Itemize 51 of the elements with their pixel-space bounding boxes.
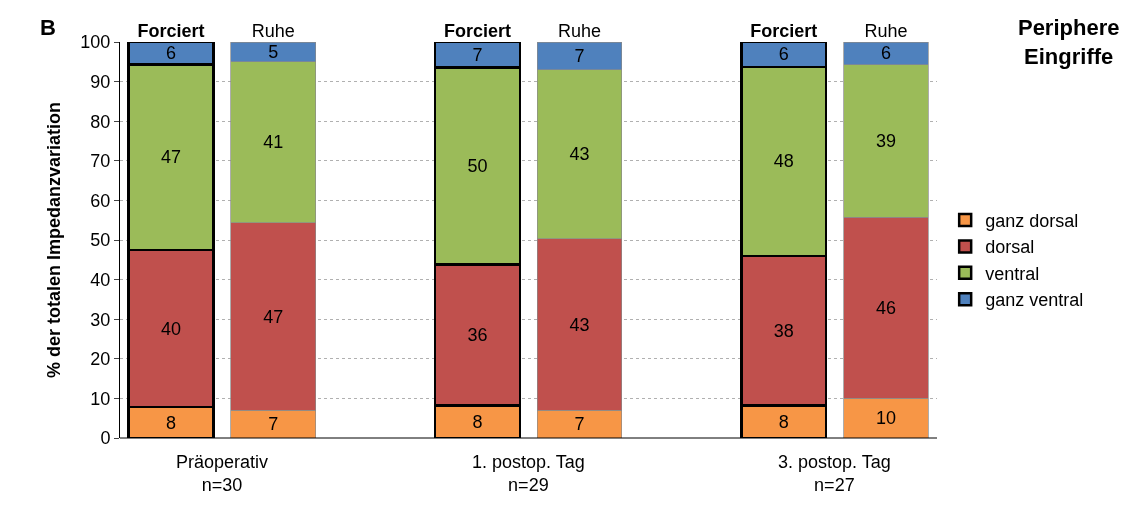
data-label: 43 xyxy=(569,314,590,335)
data-label: 47 xyxy=(161,147,182,168)
text: 3. postop. Tag n=27 xyxy=(778,452,891,496)
data-label: 6 xyxy=(880,43,891,64)
data-label: 8 xyxy=(166,412,177,433)
data-label: 36 xyxy=(467,325,488,346)
text: B xyxy=(40,15,56,40)
x-tick-label: Forciert xyxy=(443,21,511,42)
data-label: 7 xyxy=(472,44,483,65)
text: Präoperativ n=30 xyxy=(176,452,269,496)
data-label: 6 xyxy=(166,43,177,64)
x-tick-label: Forciert xyxy=(137,21,205,42)
data-label: 41 xyxy=(263,132,284,153)
data-label: 40 xyxy=(161,318,182,339)
legend-label: ganz dorsal xyxy=(985,211,1079,232)
y-tick-label: 10 xyxy=(90,388,111,409)
y-tick-label: 50 xyxy=(90,230,111,251)
y-tick-label: 20 xyxy=(90,349,111,370)
y-tick-label: 0 xyxy=(100,428,111,449)
y-tick-label: 40 xyxy=(90,269,111,290)
y-tick-label: 70 xyxy=(90,151,111,172)
x-tick-label: Forciert xyxy=(750,21,818,42)
data-label: 8 xyxy=(472,411,483,432)
y-axis-title: % der totalen Impedanzvariation xyxy=(43,101,64,379)
data-label: 5 xyxy=(268,41,279,62)
x-tick-label: Ruhe xyxy=(558,21,602,42)
y-tick-label: 80 xyxy=(90,111,111,132)
x-tick-label: Ruhe xyxy=(251,21,295,42)
data-label: 50 xyxy=(467,156,488,177)
data-label: 7 xyxy=(574,45,585,66)
data-label: 43 xyxy=(569,144,590,165)
y-tick-label: 60 xyxy=(90,190,111,211)
legend-label: dorsal xyxy=(985,237,1035,258)
data-label: 48 xyxy=(773,151,794,172)
data-label: 39 xyxy=(875,131,896,151)
legend-label: ventral xyxy=(985,263,1040,284)
y-tick-label: 90 xyxy=(90,71,111,92)
data-label: 38 xyxy=(773,320,794,341)
y-tick-label: 100 xyxy=(80,32,111,53)
data-label: 46 xyxy=(875,297,896,318)
data-label: 6 xyxy=(778,44,789,65)
data-label: 7 xyxy=(574,414,585,435)
data-label: 10 xyxy=(875,408,896,429)
data-label: 8 xyxy=(778,411,789,432)
text: Periphere Eingriffe xyxy=(1017,15,1120,70)
x-tick-label: Ruhe xyxy=(864,21,908,42)
legend-label: ganz ventral xyxy=(985,290,1084,311)
text: 1. postop. Tag n=29 xyxy=(472,452,585,496)
data-label: 47 xyxy=(263,306,284,327)
data-label: 7 xyxy=(268,414,279,435)
y-tick-label: 30 xyxy=(90,309,111,330)
